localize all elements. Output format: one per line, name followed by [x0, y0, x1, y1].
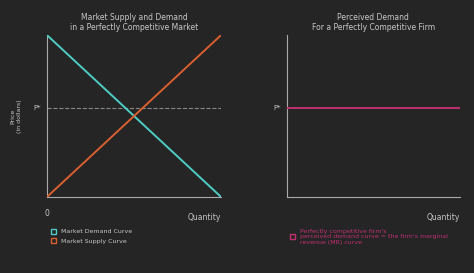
Text: P*: P*	[273, 105, 281, 111]
Text: Quantity: Quantity	[427, 213, 460, 222]
Text: Quantity: Quantity	[187, 213, 221, 222]
Legend: Market Demand Curve, Market Supply Curve: Market Demand Curve, Market Supply Curve	[51, 229, 132, 244]
Title: Perceived Demand
For a Perfectly Competitive Firm: Perceived Demand For a Perfectly Competi…	[311, 13, 435, 32]
Text: Price
(in dollars): Price (in dollars)	[11, 99, 22, 133]
Title: Market Supply and Demand
in a Perfectly Competitive Market: Market Supply and Demand in a Perfectly …	[70, 13, 198, 32]
Text: P*: P*	[34, 105, 41, 111]
Legend: Perfectly competitive firm's
perceived demand curve = the firm's marginal
revenu: Perfectly competitive firm's perceived d…	[290, 229, 448, 245]
Text: 0: 0	[45, 209, 50, 218]
